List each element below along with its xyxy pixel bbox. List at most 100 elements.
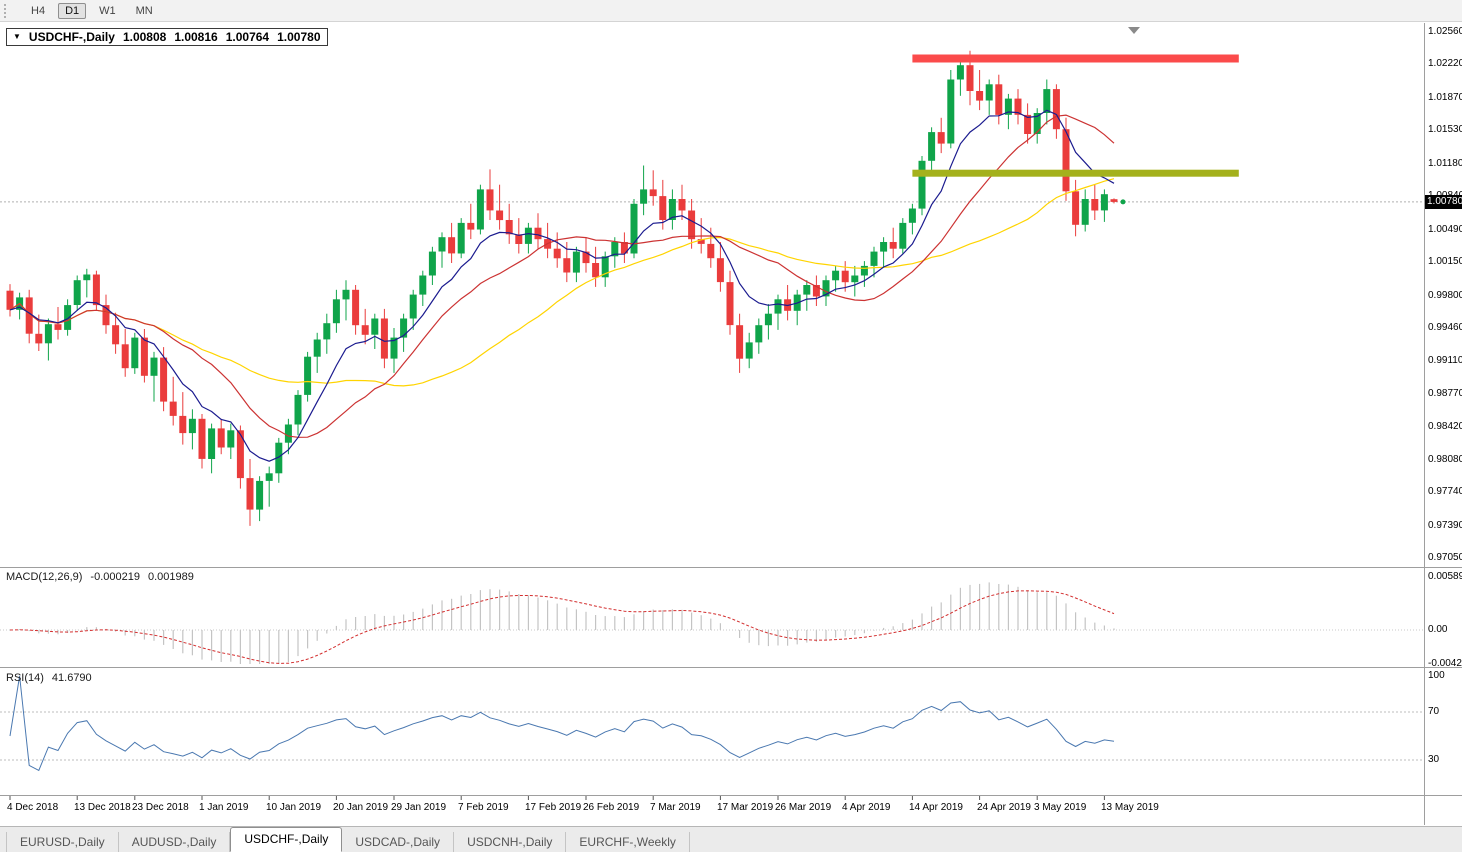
candle-body [524,227,532,244]
time-axis-label: 1 Jan 2019 [199,802,249,813]
candle-body [640,189,648,204]
candle-body [803,285,811,295]
candle-body [121,344,129,369]
candle-body [1091,199,1099,211]
candle-body [467,222,475,230]
candle-body [227,430,235,448]
candle-body [995,84,1003,115]
symbol-period-label: USDCHF-,Daily [28,30,115,44]
time-axis-label: 20 Jan 2019 [333,802,389,813]
candle-body [409,294,417,319]
candle-body [841,270,849,283]
rsi-indicator-label: RSI(14) 41.6790 [6,672,92,684]
candle-body [659,196,667,220]
candle-body [150,357,158,376]
time-axis-label: 17 Mar 2019 [717,802,774,813]
rsi-scale-label: 70 [1428,706,1440,717]
timeframe-toolbar: H4 D1 W1 MN [0,0,1462,22]
time-axis-label: 23 Dec 2018 [132,802,189,813]
timeframe-button-mn[interactable]: MN [135,4,153,17]
timeframe-button-w1[interactable]: W1 [99,4,116,17]
high-value: 1.00816 [174,30,218,44]
chart-tab-eurusd[interactable]: EURUSD-,Daily [6,832,119,852]
chart-tab-usdcnh[interactable]: USDCNH-,Daily [454,832,567,852]
candle-body [188,418,196,434]
candle-body [294,394,302,425]
candle-body [553,248,561,259]
candle-body [390,337,398,359]
candle-body [332,299,340,324]
candle-body [985,84,993,101]
macd-signal-value: 0.001989 [147,571,194,583]
price-scale-label: 0.99800 [1428,290,1462,301]
price-scale[interactable]: 1.00780 1.02560 1.02220 1.01870 1.01530 1.01… [1425,0,1462,852]
candle-body [476,189,484,230]
timeframe-button-h4[interactable]: H4 [31,4,46,17]
candle-body [688,210,696,240]
current-price-tag: 1.00780 [1425,195,1462,209]
chart-tab-eurchf[interactable]: EURCHF-,Weekly [566,832,690,852]
candle-body [649,189,657,197]
price-scale-label: 0.98420 [1428,421,1462,432]
candle-body [44,324,52,344]
tab-row: EURUSD-,Daily AUDUSD-,Daily USDCHF-,Daily U… [0,827,1462,852]
chart-tab-usdchf[interactable]: USDCHF-,Daily [230,827,343,852]
resistance-level-line[interactable] [912,54,1239,63]
rsi-scale-label: 100 [1428,670,1445,681]
candle-body [918,160,926,209]
chart-shift-marker[interactable] [1128,27,1140,34]
macd-indicator-label: MACD(12,26,9) -0.000219 0.001989 [6,571,194,583]
candle-body [284,424,292,443]
candle-body [774,299,782,314]
candle-body [208,428,216,459]
candle-body [832,270,840,281]
candle-body [486,189,494,211]
candle-body [1004,98,1012,115]
candle-body [1072,191,1080,225]
candle-body [572,251,580,273]
price-scale-label: 0.98770 [1428,388,1462,399]
timeframe-button-d1[interactable]: D1 [58,2,87,19]
close-value: 1.00780 [277,30,321,44]
timeframe-button-group: H4 D1 W1 MN [24,2,160,19]
candle-body [371,318,379,335]
ma-line-16 [9,114,1115,438]
chart-ohlc-readout: ▼ USDCHF-,Daily 1.00808 1.00816 1.00764 … [6,28,328,46]
time-axis-label: 26 Feb 2019 [583,802,640,813]
macd-main-value: -0.000219 [90,571,140,583]
candle-body [73,280,81,305]
candle-body [899,222,907,249]
candle-body [928,132,936,161]
price-scale-label: 1.00150 [1428,256,1462,267]
candle-body [582,251,590,264]
candle-body [83,274,91,281]
price-scale-label: 0.97390 [1428,520,1462,531]
candle-body [745,342,753,359]
candle-body [822,280,830,297]
candle-body [140,337,148,376]
chart-tab-usdcad[interactable]: USDCAD-,Daily [342,832,455,852]
candle-body [179,415,187,434]
candle-body [889,242,897,249]
price-scale-label: 0.99110 [1428,355,1462,366]
candle-body [236,430,244,479]
price-scale-label: 1.01530 [1428,124,1462,135]
candle-body [217,428,225,448]
candle-body [342,289,350,300]
candle-body [35,333,43,344]
time-axis[interactable]: 4 Dec 2018 13 Dec 2018 23 Dec 2018 1 Jan 20… [0,800,1425,820]
chart-tab-audusd[interactable]: AUDUSD-,Daily [119,832,231,852]
toolbar-grip[interactable] [4,3,10,18]
time-axis-label: 17 Feb 2019 [525,802,582,813]
candle-body [54,324,62,330]
candle-body [1014,98,1022,115]
macd-scale-label: -0.00424 [1428,658,1462,669]
candle-body [937,132,945,144]
time-axis-label: 29 Jan 2019 [391,802,447,813]
collapse-indicator-icon[interactable]: ▼ [13,32,21,41]
candle-body [592,263,600,278]
support-level-line[interactable] [912,169,1239,177]
candle-body [563,258,571,273]
time-axis-label: 13 May 2019 [1101,802,1159,813]
